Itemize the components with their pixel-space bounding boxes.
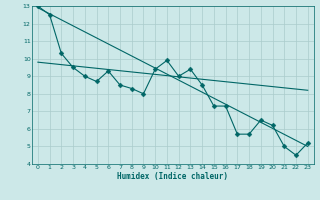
X-axis label: Humidex (Indice chaleur): Humidex (Indice chaleur) xyxy=(117,172,228,181)
